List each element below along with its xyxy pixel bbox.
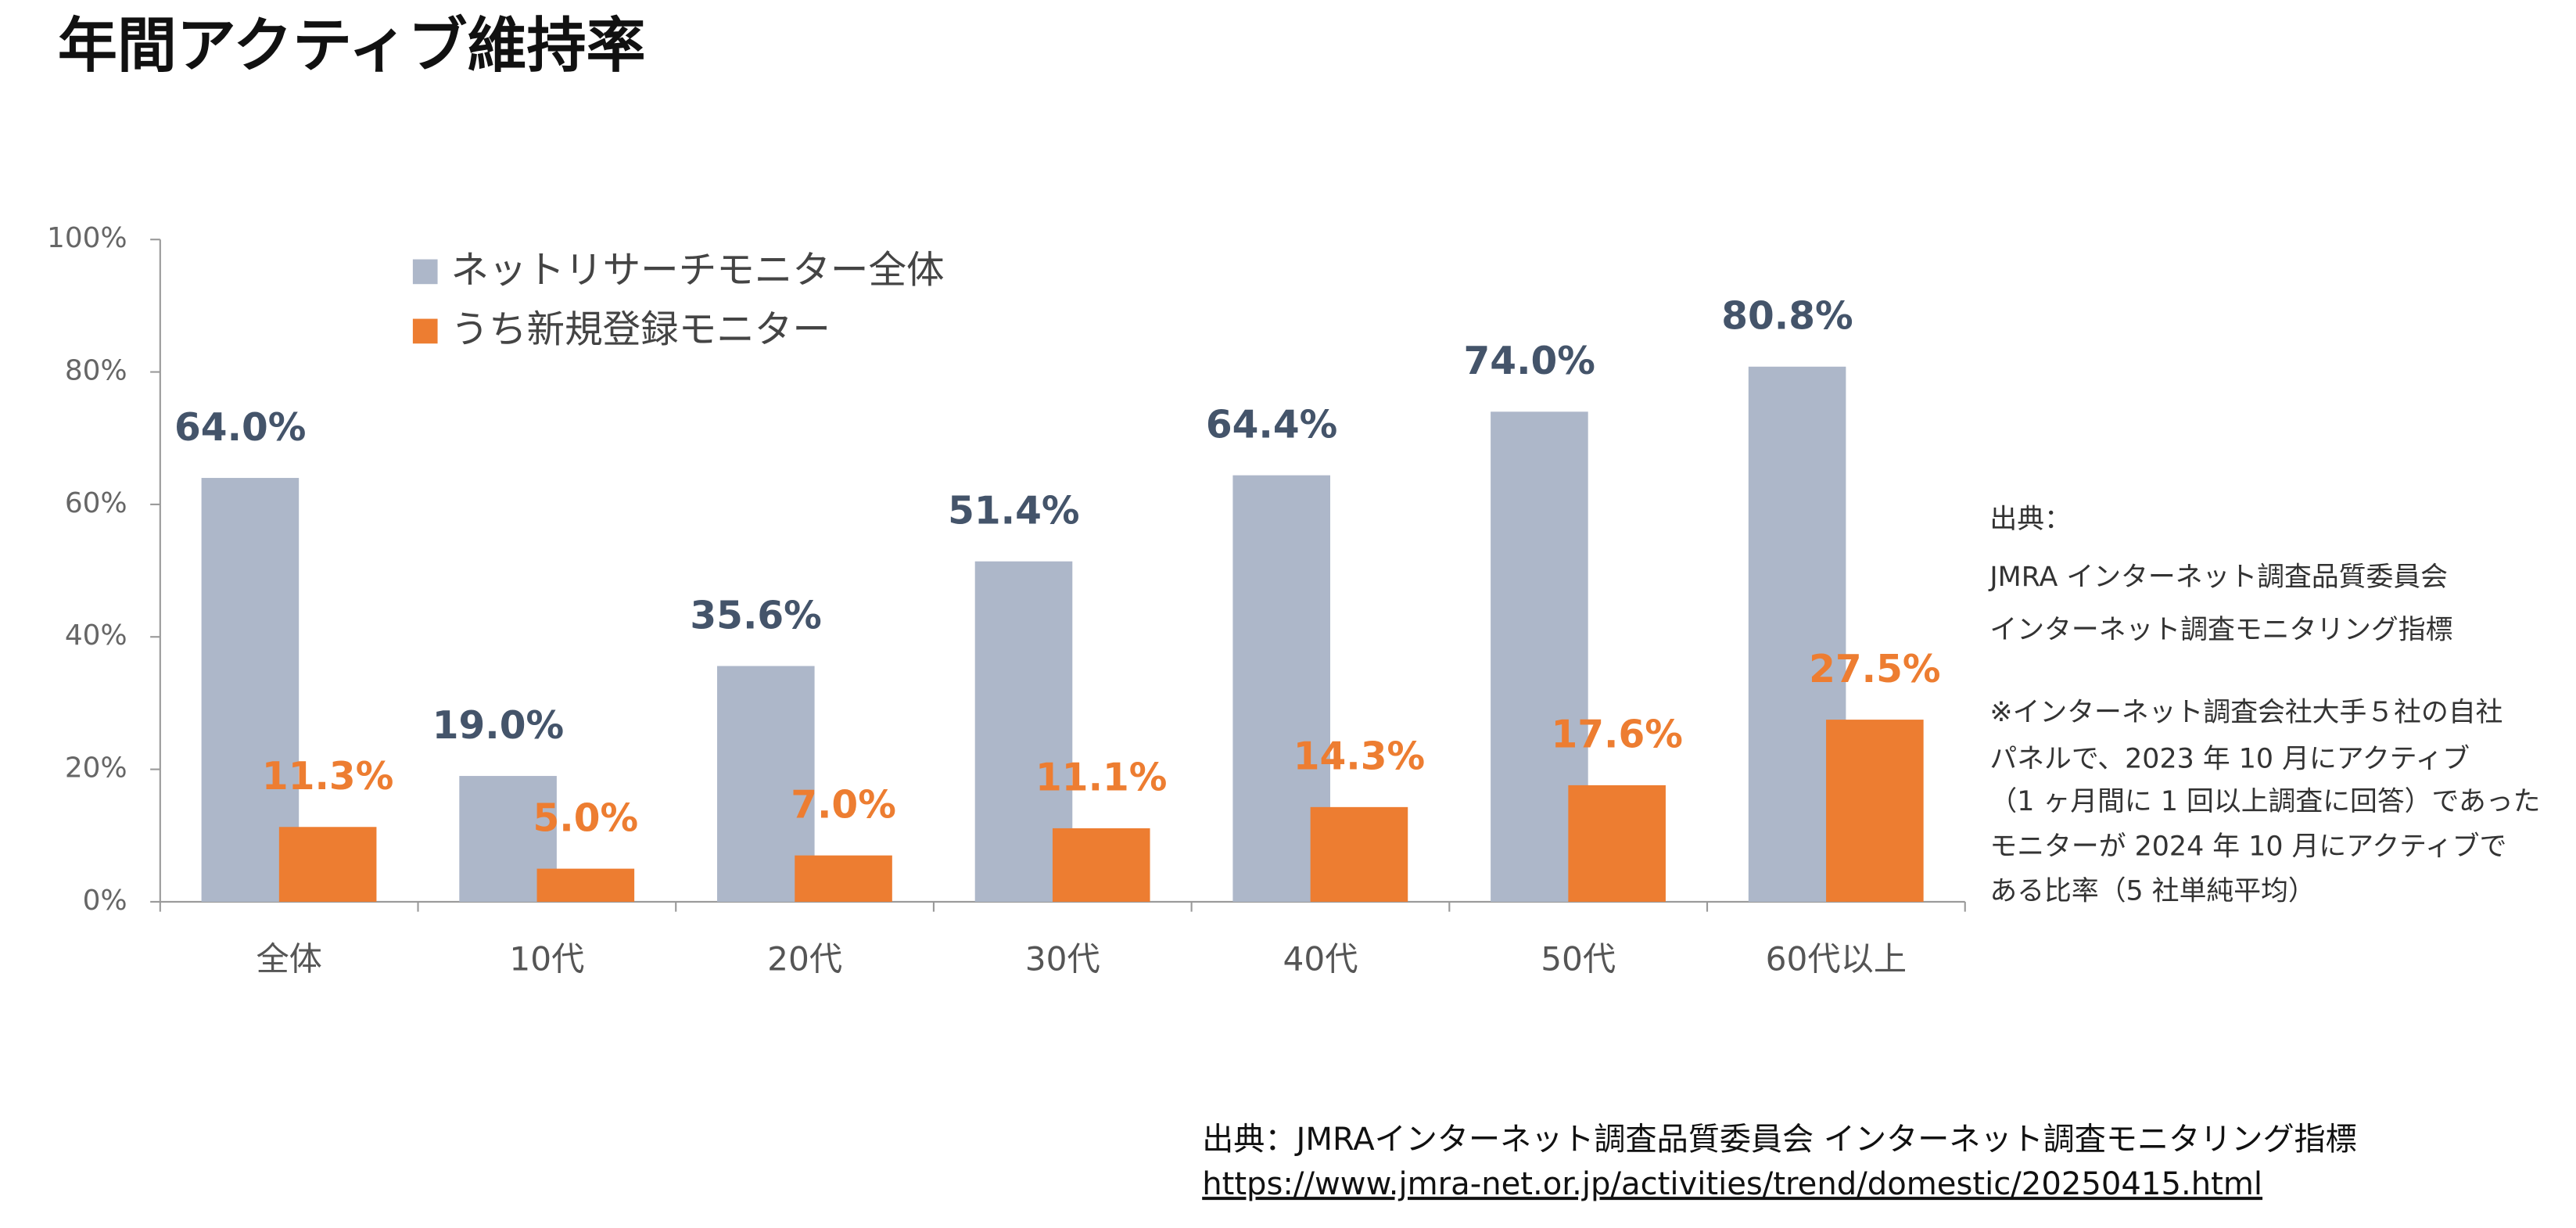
value-label: 64.4%: [1206, 403, 1337, 447]
x-tick-label: 50代: [1541, 939, 1616, 978]
source-note: JMRA インターネット調査品質委員会: [1988, 562, 2448, 593]
source-note: ある比率（5 社単純平均）: [1989, 875, 2315, 907]
y-tick-label: 80%: [65, 355, 127, 387]
footer-url[interactable]: https://www.jmra-net.or.jp/activities/tr…: [1202, 1166, 2262, 1202]
x-tick-label: 全体: [256, 939, 321, 978]
legend-swatch: [412, 259, 438, 285]
value-label: 14.3%: [1293, 735, 1425, 779]
source-note: パネルで、2023 年 10 月にアクティブ: [1989, 743, 2470, 774]
y-tick-label: 0%: [83, 885, 127, 917]
x-tick-label: 40代: [1283, 939, 1358, 978]
footer-source: 出典：JMRAインターネット調査品質委員会 インターネット調査モニタリング指標: [1202, 1122, 2357, 1158]
bar: [1052, 828, 1150, 902]
chart-title: 年間アクティブ維持率: [58, 10, 646, 80]
y-tick-label: 100%: [47, 222, 127, 254]
bar: [795, 855, 892, 902]
value-label: 19.0%: [432, 704, 564, 748]
source-note: （1 ヶ月間に 1 回以上調査に回答）であった: [1989, 786, 2540, 817]
x-tick-label: 20代: [767, 939, 842, 978]
value-label: 64.0%: [174, 406, 306, 450]
value-label: 35.6%: [690, 594, 821, 637]
value-label: 11.1%: [1035, 756, 1167, 800]
value-label: 11.3%: [262, 755, 393, 799]
legend-label: ネットリサーチモニター全体: [450, 248, 944, 292]
value-label: 5.0%: [533, 796, 639, 840]
bar: [1310, 806, 1408, 902]
legend-label: うち新規登録モニター: [450, 307, 830, 351]
y-tick-label: 60%: [65, 487, 127, 519]
value-label: 51.4%: [948, 489, 1079, 533]
bar: [536, 868, 635, 902]
bar: [278, 827, 377, 902]
bar: [1568, 785, 1666, 902]
value-label: 17.6%: [1551, 713, 1682, 757]
value-label: 74.0%: [1464, 339, 1595, 383]
source-note: モニターが 2024 年 10 月にアクティブで: [1989, 831, 2506, 862]
bar: [1826, 720, 1924, 902]
x-tick-label: 10代: [509, 939, 584, 978]
x-tick-label: 60代以上: [1766, 939, 1907, 978]
y-tick-label: 20%: [65, 752, 127, 785]
source-note: インターネット調査モニタリング指標: [1989, 615, 2452, 646]
legend-swatch: [412, 318, 438, 344]
value-label: 7.0%: [791, 783, 896, 827]
y-tick-label: 40%: [65, 619, 127, 652]
x-tick-label: 30代: [1025, 939, 1100, 978]
source-note: ※インターネット調査会社大手５社の自社: [1989, 697, 2502, 728]
source-note: 出典：: [1989, 504, 2072, 535]
value-label: 27.5%: [1809, 648, 1940, 691]
value-label: 80.8%: [1721, 295, 1853, 339]
